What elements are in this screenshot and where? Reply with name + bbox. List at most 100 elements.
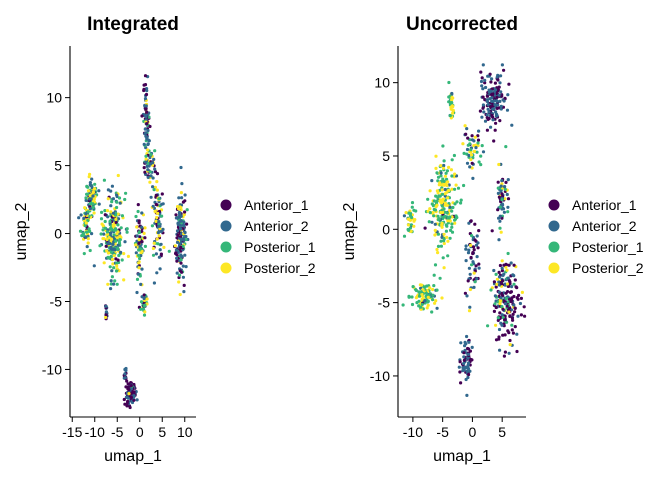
data-point — [475, 277, 479, 281]
legend-label: Posterior_2 — [572, 260, 644, 276]
data-point — [505, 192, 509, 197]
data-point — [178, 273, 182, 277]
data-point — [499, 184, 503, 188]
data-point — [412, 224, 416, 228]
data-point — [450, 209, 454, 213]
data-point — [447, 165, 451, 169]
data-point — [440, 221, 444, 225]
data-point — [466, 143, 470, 147]
data-point — [504, 291, 508, 295]
data-point — [120, 214, 124, 218]
data-point — [442, 207, 446, 211]
data-point — [495, 277, 499, 281]
data-point — [447, 189, 451, 193]
data-point — [447, 80, 451, 85]
y-axis-label: umap_2 — [13, 202, 30, 260]
data-point — [508, 343, 512, 347]
data-point — [509, 261, 513, 265]
data-point — [508, 290, 513, 294]
data-point — [482, 110, 486, 114]
data-point — [503, 318, 507, 322]
data-point — [108, 219, 112, 224]
data-point — [442, 179, 446, 183]
data-point — [138, 247, 143, 251]
data-point — [86, 185, 90, 189]
data-point — [146, 175, 150, 179]
data-point — [102, 178, 106, 182]
data-point — [173, 244, 177, 248]
data-point — [119, 226, 123, 230]
data-point — [78, 229, 83, 233]
points-group — [401, 63, 527, 397]
data-point — [446, 239, 450, 243]
data-point — [506, 93, 510, 97]
data-point — [420, 292, 424, 296]
data-point — [160, 202, 164, 206]
data-point — [516, 297, 520, 301]
data-point — [88, 172, 92, 176]
data-point — [510, 285, 514, 289]
data-point — [465, 147, 470, 152]
data-point — [442, 237, 446, 241]
data-point — [483, 98, 487, 102]
chart-panel-2: Uncorrected -10 -5 0 5 -10 -5 0 5 10 umap_1 umap_2 A… — [341, 14, 644, 465]
data-point — [453, 172, 457, 176]
data-point — [116, 246, 120, 250]
data-point — [469, 243, 473, 247]
data-point — [154, 252, 158, 256]
x-tick-label: -15 — [62, 424, 82, 440]
data-point — [155, 172, 160, 176]
data-point — [436, 251, 440, 255]
data-point — [409, 223, 413, 227]
data-point — [91, 194, 95, 198]
data-point — [90, 232, 94, 236]
legend-label: Anterior_2 — [244, 218, 309, 234]
data-point — [470, 263, 474, 267]
data-point — [492, 309, 496, 313]
data-point — [176, 216, 180, 220]
data-point — [128, 405, 132, 410]
data-point — [153, 209, 157, 213]
data-point — [123, 197, 127, 202]
data-point — [122, 252, 126, 256]
data-point — [132, 390, 136, 394]
data-point — [453, 202, 457, 206]
data-point — [441, 166, 446, 170]
data-point — [105, 230, 109, 234]
data-point — [116, 173, 120, 178]
data-point — [498, 99, 502, 103]
data-point — [132, 398, 136, 402]
data-point — [142, 313, 147, 317]
data-point — [439, 174, 443, 178]
data-point — [500, 269, 504, 273]
data-point — [414, 209, 418, 213]
data-point — [183, 199, 187, 203]
data-point — [480, 144, 484, 148]
data-point — [145, 110, 149, 114]
data-point — [116, 212, 120, 216]
data-point — [428, 286, 432, 290]
data-point — [148, 180, 152, 184]
data-point — [104, 244, 108, 248]
data-point — [498, 263, 502, 268]
data-point — [118, 201, 122, 205]
data-point — [442, 241, 446, 246]
data-point — [86, 237, 90, 241]
y-tick-label: 10 — [374, 75, 390, 91]
data-point — [480, 84, 484, 88]
data-point — [149, 195, 153, 199]
data-point — [479, 79, 484, 84]
data-point — [179, 245, 183, 249]
data-point — [103, 219, 107, 224]
data-point — [423, 299, 427, 303]
x-axis-label: umap_1 — [433, 448, 491, 465]
data-point — [145, 164, 149, 168]
data-point — [105, 237, 109, 242]
data-point — [446, 254, 450, 258]
data-point — [497, 216, 501, 220]
data-point — [407, 294, 411, 298]
data-point — [459, 201, 463, 205]
data-point — [468, 272, 472, 276]
data-point — [142, 87, 146, 91]
data-point — [106, 255, 110, 259]
